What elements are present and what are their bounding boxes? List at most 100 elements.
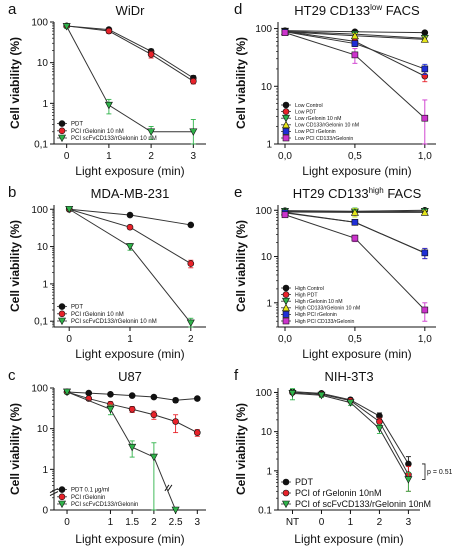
data-point (421, 306, 429, 314)
panel-letter: c (8, 367, 16, 384)
x-tick-label: 1 (106, 151, 112, 162)
y-axis-label: Cell viability (%) (8, 37, 22, 129)
series-6 (281, 29, 429, 145)
data-point (65, 205, 74, 214)
y-tick-label: 100 (31, 205, 48, 216)
y-tick-label: 100 (31, 18, 48, 29)
x-tick-label: NT (286, 517, 299, 528)
x-tick-label: 0 (64, 151, 70, 162)
series-3 (65, 205, 195, 328)
panel-letter: a (8, 1, 17, 18)
y-tick-label: 10 (261, 252, 273, 263)
legend-marker (282, 291, 290, 298)
series-2 (63, 22, 197, 85)
data-point (149, 453, 158, 462)
data-point (150, 411, 158, 419)
legend-label: PCI scFvCD133/rGelonin 10 nM (71, 136, 157, 142)
data-point (404, 476, 413, 484)
data-point (346, 399, 355, 407)
panel-letter: e (234, 184, 242, 201)
legend-label: High CD133/rGelonin 10 nM (295, 306, 360, 312)
y-tick-label: 10 (261, 427, 273, 438)
legend-marker (282, 108, 290, 115)
series-line (284, 212, 426, 254)
chart-title: HT29 CD133high FACS (293, 186, 422, 201)
chart-title-suffix: FACS (384, 186, 422, 201)
y-tick-label: 1 (266, 466, 272, 477)
chart-title-main: HT29 CD133 (294, 3, 370, 18)
x-tick-label: 3 (195, 517, 201, 528)
data-point (375, 425, 384, 433)
legend-label: PCI rGelonin 10 nM (71, 129, 124, 135)
data-point (128, 392, 136, 399)
data-point (376, 418, 383, 425)
y-tick-label: 0,1 (34, 317, 48, 328)
legend-marker (281, 500, 291, 509)
series-line (66, 26, 194, 133)
data-point (62, 23, 71, 31)
data-point (421, 29, 429, 36)
legend-label: High Control (295, 286, 324, 292)
legend-label: PCI of rGelonin 10nM (295, 488, 382, 498)
data-point (350, 208, 359, 216)
series-3 (62, 23, 198, 145)
y-tick-label: 100 (255, 206, 272, 217)
data-point (351, 234, 359, 242)
y-tick-label: 0,1 (34, 140, 48, 151)
data-point (421, 249, 429, 257)
data-point (150, 393, 158, 401)
series-3 (288, 388, 413, 492)
legend-label: PCI rGelonin (71, 495, 105, 501)
legend-marker (281, 303, 291, 312)
x-tick-label: 0,5 (348, 151, 362, 162)
data-point (421, 114, 429, 122)
x-axis-label: Light exposure (min) (302, 164, 411, 178)
data-point (187, 221, 195, 229)
legend-marker (282, 284, 290, 292)
chart-title-main: U87 (118, 369, 142, 384)
legend-label: Low PCI rGelonin (295, 129, 336, 135)
legend-label: PDT (71, 122, 83, 128)
chart-title: MDA-MB-231 (91, 186, 170, 201)
legend-label: High PDT (295, 292, 318, 298)
panel-b: b MDA-MB-231 0,1 1 10 100 0 1 2 Light exposure (m… (8, 184, 206, 361)
data-point (190, 77, 197, 85)
legend-label: PDT (295, 477, 314, 487)
y-axis-label: Cell viability (%) (8, 220, 22, 312)
data-point (351, 40, 359, 47)
series-6 (281, 211, 429, 322)
panel-e: e HT29 CD133high FACS 1 10 100 0,0 0,5 1,0 Light… (234, 184, 436, 361)
y-tick-label: 10 (261, 82, 273, 93)
x-axis-label: Light exposure (min) (75, 164, 184, 178)
legend-marker (282, 478, 290, 486)
legend-label: PCI scFvCD133/rGelonin (71, 502, 138, 508)
legend-marker (281, 297, 291, 306)
series-line (66, 25, 194, 79)
y-axis-label: Cell viability (%) (234, 220, 248, 312)
data-point (63, 388, 72, 397)
legend-marker (282, 311, 290, 318)
legend-label: High rGelonin 10 nM (295, 299, 343, 305)
series-line (284, 211, 426, 254)
legend-label: Low PCI CD133/rGelonin (295, 136, 353, 142)
chart-title: HT29 CD133low FACS (294, 3, 420, 18)
data-point (105, 27, 113, 35)
y-tick-label: 100 (31, 384, 48, 395)
x-tick-label: 0,0 (278, 334, 292, 345)
y-axis-label: Cell viability (%) (234, 37, 248, 129)
x-tick-label: 0,5 (348, 334, 362, 345)
x-axis-label: Light exposure (min) (75, 347, 184, 361)
legend-label: Low rGelonin 10 nM (295, 116, 341, 122)
legend-label: PCI of scFvCD133/rGelonin 10nM (295, 499, 431, 509)
x-tick-label: 3 (406, 517, 412, 528)
significance-bracket (422, 463, 426, 480)
data-point (187, 260, 195, 267)
x-tick-label: 2 (148, 151, 154, 162)
chart-title-main: MDA-MB-231 (91, 186, 170, 201)
data-point (194, 429, 201, 436)
legend-marker (282, 134, 290, 142)
chart-title-main: HT29 CD133 (293, 186, 369, 201)
